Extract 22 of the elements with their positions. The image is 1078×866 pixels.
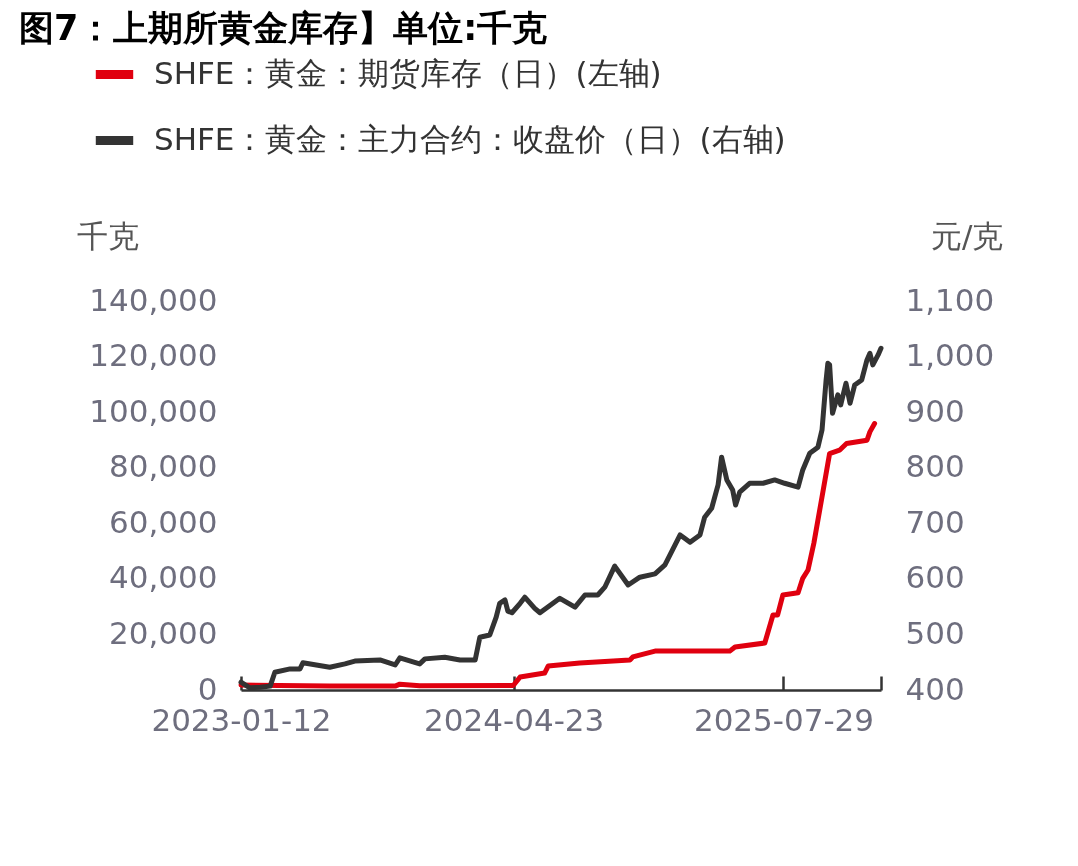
y2-tick-label: 900	[905, 392, 965, 429]
y2-tick-label: 400	[905, 670, 965, 707]
legend-label: SHFE：黄金：主力合约：收盘价（日）(右轴)	[154, 120, 786, 157]
chart-title: 图7：上期所黄金库存】单位:千克	[19, 8, 548, 48]
y2-tick-label: 800	[905, 448, 965, 485]
y2-tick-label: 500	[905, 614, 965, 651]
x-tick-label: 2025-07-29	[693, 701, 875, 738]
y-tick-label: 20,000	[109, 614, 218, 651]
y2-tick-label: 700	[905, 503, 965, 540]
y-tick-label: 100,000	[89, 392, 218, 429]
y2-tick-label: 1,100	[905, 281, 995, 318]
y2-axis-title: 元/克	[931, 217, 1004, 254]
y2-tick-label: 1,000	[905, 337, 995, 374]
legend-label: SHFE：黄金：期货库存（日）(左轴)	[154, 54, 662, 91]
y-tick-label: 60,000	[109, 503, 218, 540]
x-tick-label: 2024-04-23	[424, 701, 605, 738]
y-axis-title: 千克	[76, 217, 139, 254]
y-tick-label: 140,000	[89, 281, 218, 318]
y-tick-label: 80,000	[109, 448, 218, 485]
y2-tick-label: 600	[905, 559, 965, 596]
y-tick-label: 40,000	[109, 559, 218, 596]
y-tick-label: 120,000	[89, 337, 218, 374]
